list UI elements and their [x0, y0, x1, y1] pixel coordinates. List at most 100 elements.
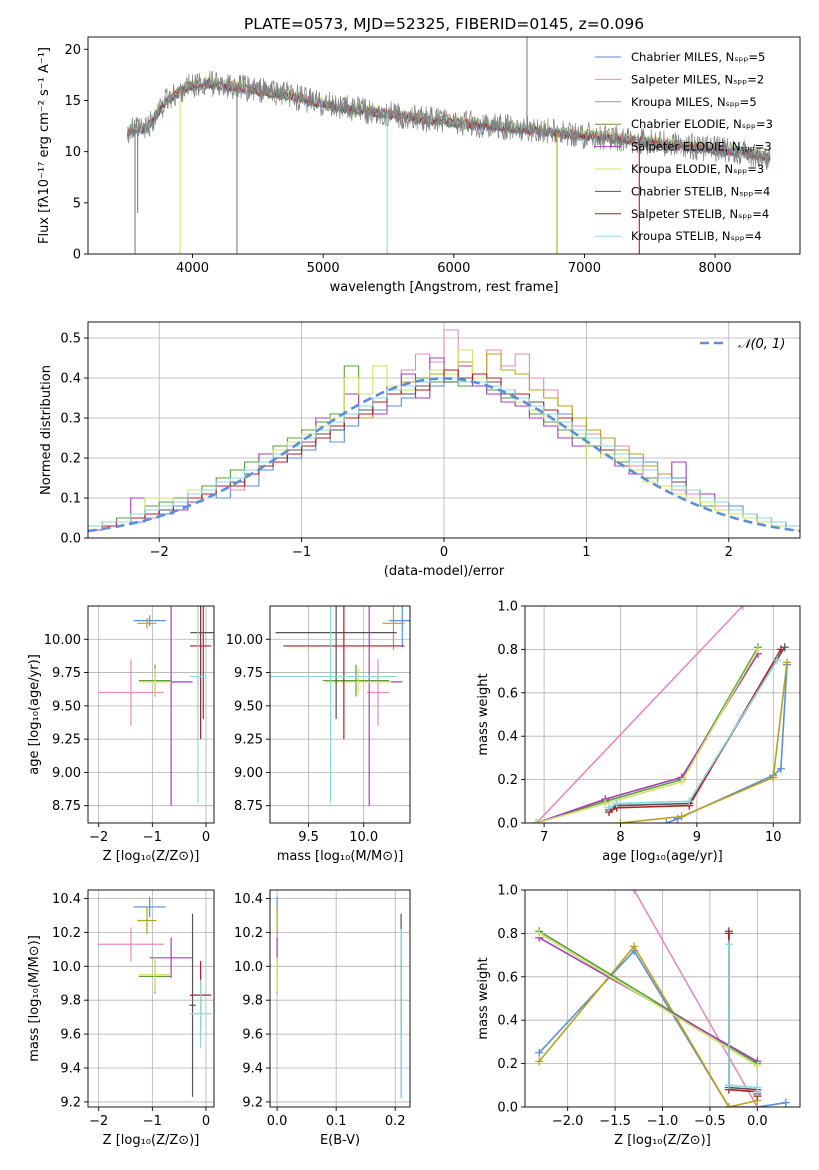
mass-weight-marker — [532, 819, 541, 823]
mass-weight-marker — [535, 1048, 544, 1057]
x-tick-label: −0.5 — [694, 1114, 726, 1129]
y-tick-label: 5 — [73, 196, 81, 211]
mass_vs_ebv-x-axis-label: E(B-V) — [320, 1133, 360, 1148]
y-tick-label: 0.0 — [497, 817, 518, 832]
spectrum-axes-frame — [87, 36, 801, 255]
y-tick-label: 10.2 — [52, 926, 81, 941]
mass-weight-marker — [724, 1103, 733, 1107]
x-tick-label: 0 — [202, 830, 210, 845]
mass-weight-marker — [724, 940, 733, 949]
residuals-plot-area — [88, 329, 800, 533]
x-tick-label: −1 — [292, 545, 311, 560]
residuals-y-axis-label: Normed distribution — [39, 365, 54, 495]
legend-label: 𝒩(0, 1) — [738, 337, 785, 352]
mass-weight-marker — [776, 645, 785, 654]
y-tick-label: 0.4 — [497, 1014, 518, 1029]
legend-label: Chabrier STELIB, Nₛₚₚ=4 — [631, 184, 770, 198]
y-tick-label: 0.3 — [60, 412, 81, 427]
mass-weight-marker — [677, 777, 686, 786]
x-tick-label: 0 — [202, 1114, 210, 1129]
y-tick-label: 0.0 — [60, 532, 81, 547]
massweight_vs_age-panel: 7 8 9 10 0.0 0.2 0.4 0.6 0.8 1.0 age [log₁₀(age/yr… — [476, 600, 801, 864]
mass-weight-marker — [662, 819, 671, 823]
x-tick-label: −2.0 — [552, 1114, 584, 1129]
figure-title: PLATE=0573, MJD=52325, FIBERID=0145, z=0… — [244, 15, 644, 33]
mass_vs_ebv-plot-area — [276, 896, 402, 1099]
spectrum-x-axis-label: wavelength [Angstrom, rest frame] — [330, 280, 559, 295]
y-tick-label: 10.4 — [52, 892, 81, 907]
residuals-x-axis-label: (data-model)/error — [384, 564, 505, 579]
x-tick-label: −1.0 — [647, 1114, 679, 1129]
mass-weight-marker — [724, 1081, 733, 1090]
spectrum-plot-area — [126, 37, 771, 254]
residuals-panel: −2 −1 0 1 2 0.0 0.1 0.2 0.3 0.4 0.5 (data-model)/er… — [39, 321, 801, 579]
age_vs_mass-panel: 9.5 10.0 8.75 9.00 9.25 9.50 9.75 10.00 mass [lo… — [226, 605, 411, 864]
mass-weight-line — [538, 932, 758, 1067]
mass-weight-line — [728, 933, 759, 1097]
spectrum-y-axis-label: Flux [fλ10⁻¹⁷ erg cm⁻² s⁻¹ A⁻¹] — [37, 47, 52, 244]
mass-weight-marker — [753, 645, 762, 654]
x-tick-label: 5000 — [307, 261, 340, 276]
x-tick-label: 10 — [765, 830, 782, 845]
age_vs_Z-panel: −2 −1 0 8.75 9.00 9.25 9.50 9.75 10.00 Z [log₁₀(Z… — [27, 605, 215, 864]
x-tick-label: 1 — [582, 545, 590, 560]
mass-weight-marker — [630, 890, 639, 894]
x-tick-label: 4000 — [176, 261, 209, 276]
y-tick-label: 0.5 — [60, 332, 81, 347]
mass-weight-marker — [535, 1057, 544, 1066]
mass-weight-line — [633, 890, 758, 1107]
y-tick-label: 9.8 — [242, 994, 263, 1009]
massweight_vs_Z-plot-area — [535, 890, 790, 1107]
age_vs_Z-axes-frame — [87, 605, 215, 824]
y-tick-label: 9.6 — [242, 1028, 263, 1043]
mass-weight-marker — [783, 658, 792, 667]
y-tick-label: 10 — [64, 145, 81, 160]
mass-weight-line — [666, 664, 788, 823]
mass_vs_Z-y-axis-label: mass [log₁₀(M/M⊙)] — [27, 935, 42, 1062]
mass-weight-marker — [630, 942, 639, 951]
mass_vs_ebv-panel: 0.0 0.1 0.2 9.2 9.4 9.6 9.8 10.0 10.2 10.4 E(B-V) — [234, 889, 411, 1148]
mass-weight-line — [608, 659, 778, 809]
mass-weight-marker — [753, 1061, 762, 1070]
y-tick-label: 9.50 — [52, 699, 81, 714]
x-tick-label: 0 — [440, 545, 448, 560]
mass_vs_Z-plot-area — [97, 896, 212, 1097]
age_vs_mass-x-axis-label: mass [log₁₀(M/M⊙)] — [277, 849, 404, 864]
massweight_vs_Z-y-axis-label: mass weight — [476, 957, 491, 1039]
mass-weight-marker — [738, 606, 747, 610]
mass-weight-marker — [535, 929, 544, 938]
massweight_vs_Z-x-axis-label: Z [log₁₀(Z/Z⊙)] — [614, 1133, 711, 1148]
legend-label: Chabrier MILES, Nₛₚₚ=5 — [631, 50, 765, 64]
mass-weight-marker — [781, 1098, 790, 1107]
legend-label: Kroupa ELODIE, Nₛₚₚ=3 — [631, 162, 764, 176]
x-tick-label: −1 — [143, 1114, 162, 1129]
age_vs_mass-axes-frame — [269, 605, 411, 824]
x-tick-label: 7000 — [568, 261, 601, 276]
y-tick-label: 9.75 — [234, 666, 263, 681]
y-tick-label: 9.25 — [52, 733, 81, 748]
mass-weight-marker — [753, 1087, 762, 1096]
mass-weight-line — [620, 662, 788, 823]
mass-weight-marker — [677, 812, 686, 821]
legend-label: Kroupa STELIB, Nₛₚₚ=4 — [631, 229, 762, 243]
x-tick-label: 0.0 — [267, 1114, 288, 1129]
mass-weight-marker — [616, 819, 625, 823]
x-tick-label: 10.0 — [349, 830, 378, 845]
y-tick-label: 0.2 — [497, 773, 518, 788]
y-tick-label: 10.2 — [234, 926, 263, 941]
y-tick-label: 9.4 — [242, 1062, 263, 1077]
massweight_vs_age-y-axis-label: mass weight — [476, 673, 491, 755]
x-tick-label: −2 — [89, 1114, 108, 1129]
mass-weight-marker — [773, 656, 782, 665]
x-tick-label: 0.1 — [326, 1114, 347, 1129]
y-tick-label: 9.6 — [60, 1028, 81, 1043]
y-tick-label: 0.1 — [60, 492, 81, 507]
massweight_vs_Z-panel: −2.0 −1.5 −1.0 −0.5 0.0 0.0 0.2 0.4 0.6 0.8 1.0 Z [… — [476, 884, 801, 1148]
legend-label: Salpeter MILES, Nₛₚₚ=2 — [631, 72, 764, 86]
y-tick-label: 8.75 — [52, 799, 81, 814]
age_vs_Z-x-axis-label: Z [log₁₀(Z/Z⊙)] — [103, 849, 200, 864]
age_vs_Z-plot-area — [97, 606, 214, 806]
x-tick-label: 7 — [540, 830, 548, 845]
y-tick-label: 9.8 — [60, 994, 81, 1009]
